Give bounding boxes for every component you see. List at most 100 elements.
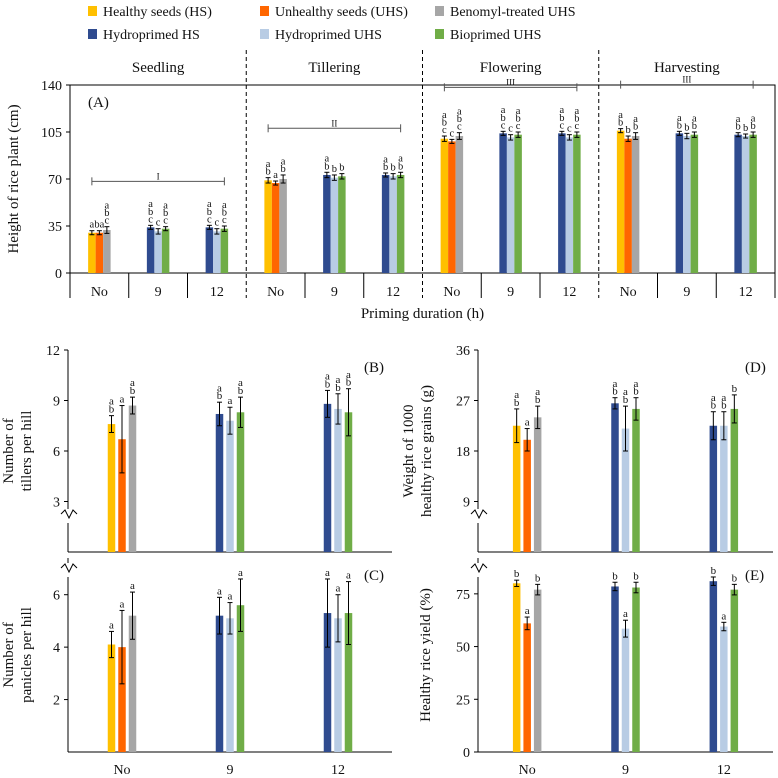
significance-letter: a (130, 377, 135, 389)
y-axis-title: Healthy rice yield (%) (418, 588, 434, 722)
data-bar (675, 133, 684, 273)
data-bar (344, 613, 353, 752)
significance-letter: c (567, 124, 572, 135)
data-bar (103, 230, 111, 273)
data-bar (573, 134, 581, 273)
data-bar (128, 405, 137, 552)
y-tick-label: 50 (456, 641, 470, 656)
significance-letter: b (281, 164, 286, 175)
significance-letter: a (560, 105, 565, 116)
significance-letter: a (90, 220, 95, 231)
legend-label: Bioprimed UHS (450, 28, 541, 43)
data-bar (389, 176, 397, 273)
significance-letter: b (325, 378, 331, 390)
significance-letter: c (222, 215, 227, 226)
data-bar (220, 228, 229, 273)
panel-D: 9 18 27 36 Weight of 1000 healthy rice grains… (401, 344, 773, 553)
stage-title: Seedling (132, 60, 185, 76)
significance-letter: a (130, 580, 135, 592)
y-axis-title-line: panicles per hill (19, 607, 35, 703)
significance-letter: b (751, 121, 756, 132)
significance-letter: a (623, 608, 628, 620)
y-tick-label: 9 (463, 496, 470, 511)
y-axis-title-line: Weight of 1000 (401, 405, 417, 498)
significance-letter: c (450, 128, 455, 139)
significance-letter: a (238, 567, 243, 579)
x-tick-label: 9 (683, 285, 690, 300)
significance-letter: b (633, 122, 638, 133)
significance-letter: b (743, 123, 748, 134)
significance-letter: b (391, 163, 396, 174)
panel-A: 0 35 70 105 140 Height of rice plant (cm) (A) S… (6, 50, 776, 322)
axis-break (470, 509, 488, 520)
significance-letter: b (711, 565, 717, 577)
data-bar (88, 232, 96, 273)
legend-swatch (260, 29, 269, 39)
data-bar (611, 586, 619, 752)
x-tick-label: 12 (562, 285, 576, 300)
panel-label: (A) (88, 95, 109, 111)
x-tick-label: 12 (210, 285, 224, 300)
data-bar (624, 138, 632, 273)
y-axis-title: Height of rice plant (cm) (6, 104, 22, 253)
significance-letter: a (109, 619, 114, 631)
significance-letter: a (228, 395, 233, 407)
data-bar (118, 439, 126, 552)
significance-letter: a (516, 106, 521, 117)
significance-letter: a (383, 154, 388, 165)
data-bar (107, 644, 116, 752)
data-bar (730, 589, 739, 752)
x-tick-label: No (519, 763, 536, 778)
significance-letter: a (346, 369, 351, 381)
data-bar (512, 425, 521, 552)
significance-letter: a (217, 585, 222, 597)
data-bar (565, 137, 574, 273)
y-tick-label: 4 (53, 641, 60, 656)
axis-break (470, 563, 488, 574)
data-bar (215, 413, 224, 552)
significance-letter: a (120, 394, 125, 406)
y-tick-label: 75 (456, 588, 470, 603)
data-bar (330, 177, 339, 273)
panel-label: (E) (745, 568, 764, 584)
significance-letter: a (633, 114, 638, 125)
significance-letter: a (736, 114, 741, 125)
legend-label: Hydroprimed HS (103, 28, 200, 43)
significance-letter: a (398, 154, 403, 165)
significance-letter: b (574, 113, 579, 124)
data-bar (523, 439, 531, 552)
data-bar (533, 417, 542, 552)
data-bar (236, 605, 245, 752)
significance-letter: c (501, 120, 506, 131)
significance-letter: a (525, 605, 530, 617)
x-tick-label: 12 (331, 763, 345, 778)
significance-letter: b (222, 207, 227, 218)
data-bar (146, 227, 155, 273)
x-tick-label: 9 (155, 285, 162, 300)
significance-letter: b (238, 385, 244, 397)
significance-letter: b (633, 386, 639, 398)
significance-letter: a (618, 110, 623, 121)
x-tick-label: No (91, 285, 108, 300)
axis-break (60, 509, 78, 520)
significance-letter: c (163, 216, 168, 227)
data-bar (683, 136, 691, 273)
x-tick-label: 9 (331, 285, 338, 300)
significance-letter: b (339, 163, 344, 174)
significance-letter: a (120, 598, 125, 610)
significance-letter: b (535, 394, 541, 406)
significance-letter: a (623, 386, 628, 398)
y-axis-title: Weight of 1000 healthy rice grains (g) (401, 385, 435, 517)
legend-label: Benomyl-treated UHS (450, 5, 576, 20)
data-bar (205, 227, 214, 273)
significance-letter: b (711, 400, 717, 412)
significance-letter: a (677, 113, 682, 124)
data-bar (226, 618, 234, 752)
data-bar (448, 141, 456, 273)
data-bar (709, 581, 718, 752)
data-bar (455, 136, 464, 273)
x-tick-label: 9 (507, 285, 514, 300)
significance-letter: b (383, 162, 388, 173)
significance-letter: a (148, 199, 153, 210)
